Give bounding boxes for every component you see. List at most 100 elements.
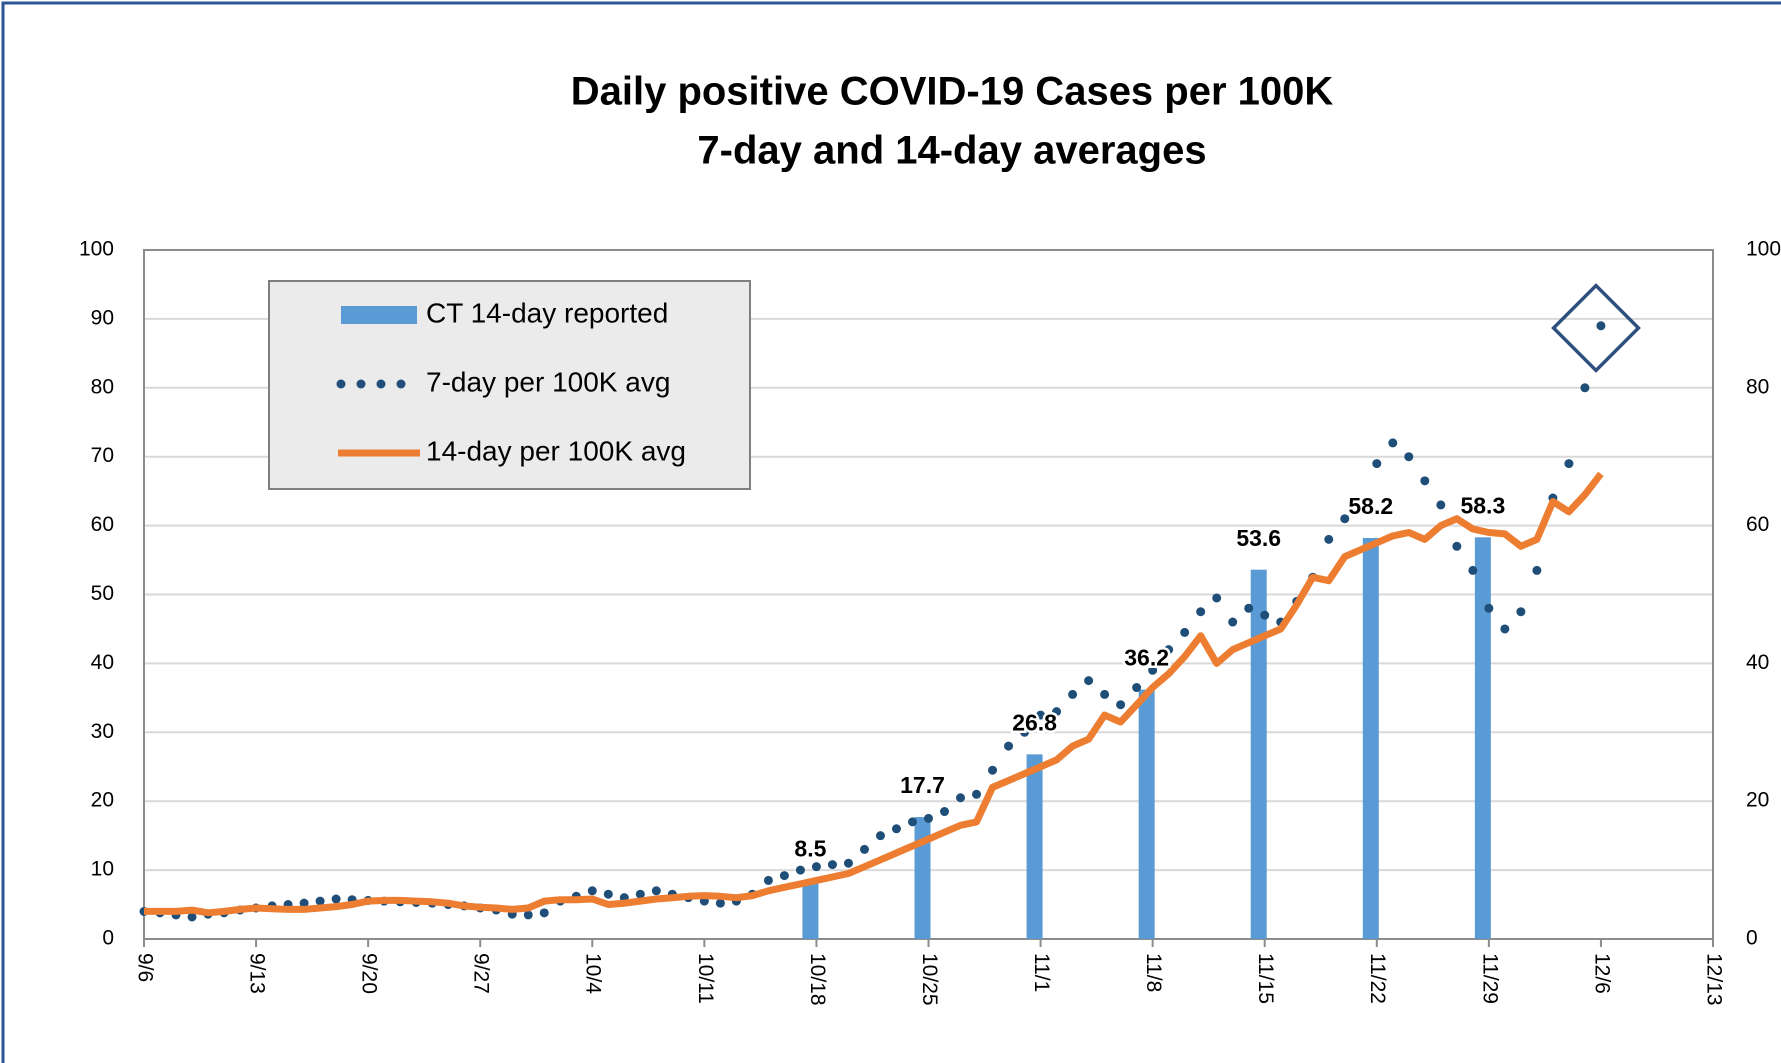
dot bbox=[539, 908, 549, 918]
dot bbox=[1596, 321, 1606, 331]
x-tick-label: 9/6 bbox=[133, 953, 156, 982]
dot bbox=[299, 898, 309, 908]
dot bbox=[1420, 476, 1430, 486]
highlight-diamond bbox=[1551, 283, 1641, 373]
dot bbox=[924, 813, 933, 823]
dot bbox=[523, 910, 533, 920]
legend-swatch bbox=[341, 306, 417, 324]
data-label: 53.6 bbox=[1236, 525, 1281, 551]
dot bbox=[1180, 627, 1190, 637]
data-label: 36.2 bbox=[1124, 645, 1169, 671]
x-tick-label: 11/22 bbox=[1366, 953, 1389, 1004]
y-tick-label: 80 bbox=[91, 375, 114, 398]
dot bbox=[1244, 603, 1254, 613]
data-label: 58.2 bbox=[1348, 493, 1393, 519]
y-tick-label: 60 bbox=[91, 513, 114, 536]
x-tick-label: 9/13 bbox=[246, 953, 269, 994]
y-tick-label: 100 bbox=[79, 238, 114, 261]
y2-tick-label: 20 bbox=[1746, 789, 1769, 812]
dot bbox=[635, 889, 645, 899]
grid: 0 10 20 30 40 50 60 70 80 90 100 0 20 40 60 80 100 9/6 9/1… bbox=[79, 238, 1781, 1006]
dot bbox=[1324, 534, 1334, 544]
dot bbox=[1532, 565, 1542, 575]
dot bbox=[1052, 707, 1062, 717]
dot bbox=[779, 871, 789, 881]
chart-subtitle: 7-day and 14-day averages bbox=[697, 129, 1206, 173]
dot bbox=[1436, 500, 1446, 510]
y-tick-label: 70 bbox=[91, 444, 114, 467]
dot bbox=[1500, 624, 1510, 634]
y2-tick-label: 60 bbox=[1746, 513, 1769, 536]
dot bbox=[1404, 452, 1414, 462]
dot bbox=[1100, 689, 1110, 699]
dot bbox=[956, 793, 966, 803]
dot bbox=[1372, 459, 1382, 469]
dot bbox=[331, 894, 341, 904]
dot bbox=[1068, 689, 1078, 699]
dot bbox=[1036, 710, 1046, 720]
bar bbox=[802, 880, 819, 939]
dot bbox=[1580, 383, 1590, 393]
x-tick-label: 11/15 bbox=[1254, 953, 1277, 1004]
dot bbox=[1340, 514, 1350, 524]
dot bbox=[1004, 741, 1014, 751]
y2-tick-label: 80 bbox=[1746, 375, 1769, 398]
data-label: 58.3 bbox=[1460, 492, 1505, 518]
dot bbox=[1228, 617, 1238, 627]
x-tick-label: 9/27 bbox=[470, 953, 493, 994]
legend-label: CT 14-day reported bbox=[426, 297, 668, 328]
dot bbox=[940, 807, 950, 817]
x-tick-label: 12/13 bbox=[1702, 953, 1725, 1006]
x-tick-label: 10/11 bbox=[694, 953, 717, 1004]
y-tick-label: 20 bbox=[91, 789, 114, 812]
data-label: 8.5 bbox=[794, 836, 826, 862]
marks: 8.5 17.7 26.8 36.2 53.6 58.2 58.3 bbox=[139, 321, 1606, 939]
y-tick-label: 90 bbox=[91, 306, 114, 329]
legend-swatch bbox=[356, 379, 366, 389]
y2-tick-label: 40 bbox=[1746, 651, 1769, 674]
legend-swatch bbox=[336, 379, 346, 389]
bar bbox=[914, 817, 931, 939]
dot bbox=[907, 817, 917, 827]
dot bbox=[1148, 665, 1158, 675]
dot bbox=[1084, 676, 1094, 686]
dot bbox=[875, 831, 885, 841]
bar bbox=[1250, 569, 1267, 939]
bar bbox=[1474, 537, 1491, 939]
dot bbox=[315, 896, 325, 906]
dot bbox=[1212, 593, 1222, 603]
line bbox=[144, 471, 1604, 917]
dot bbox=[1196, 607, 1206, 617]
dot bbox=[891, 824, 901, 834]
dot bbox=[1020, 727, 1030, 737]
x-tick-label: 9/20 bbox=[358, 953, 381, 994]
legend-label: 14-day per 100K avg bbox=[426, 435, 686, 466]
dot bbox=[988, 765, 998, 775]
dot bbox=[1260, 610, 1270, 620]
data-label: 26.8 bbox=[1012, 709, 1057, 735]
y-tick-label: 30 bbox=[91, 720, 114, 743]
x-tick-label: 10/18 bbox=[806, 953, 829, 1006]
dot bbox=[972, 789, 982, 799]
dot bbox=[827, 860, 837, 870]
dot bbox=[587, 886, 597, 896]
x-tick-label: 11/29 bbox=[1478, 953, 1501, 1004]
y2-tick-label: 0 bbox=[1746, 927, 1758, 950]
y-tick-label: 0 bbox=[102, 927, 114, 950]
legend: CT 14-day reported 7-day per 100K avg 14-d… bbox=[268, 280, 751, 490]
dot bbox=[1484, 603, 1494, 613]
dot bbox=[795, 865, 805, 875]
dot bbox=[603, 889, 613, 899]
y-tick-label: 50 bbox=[91, 582, 114, 605]
x-tick-label: 12/6 bbox=[1590, 953, 1613, 994]
dot bbox=[1132, 683, 1142, 693]
y2-tick-label: 100 bbox=[1746, 238, 1781, 261]
x-tick-label: 11/8 bbox=[1142, 953, 1165, 992]
bar bbox=[1026, 754, 1043, 939]
dot bbox=[715, 898, 725, 908]
dot bbox=[843, 858, 853, 868]
data-label: 17.7 bbox=[900, 772, 945, 798]
dot bbox=[1564, 459, 1574, 469]
x-tick-label: 10/25 bbox=[918, 953, 941, 1006]
dot bbox=[651, 886, 661, 896]
